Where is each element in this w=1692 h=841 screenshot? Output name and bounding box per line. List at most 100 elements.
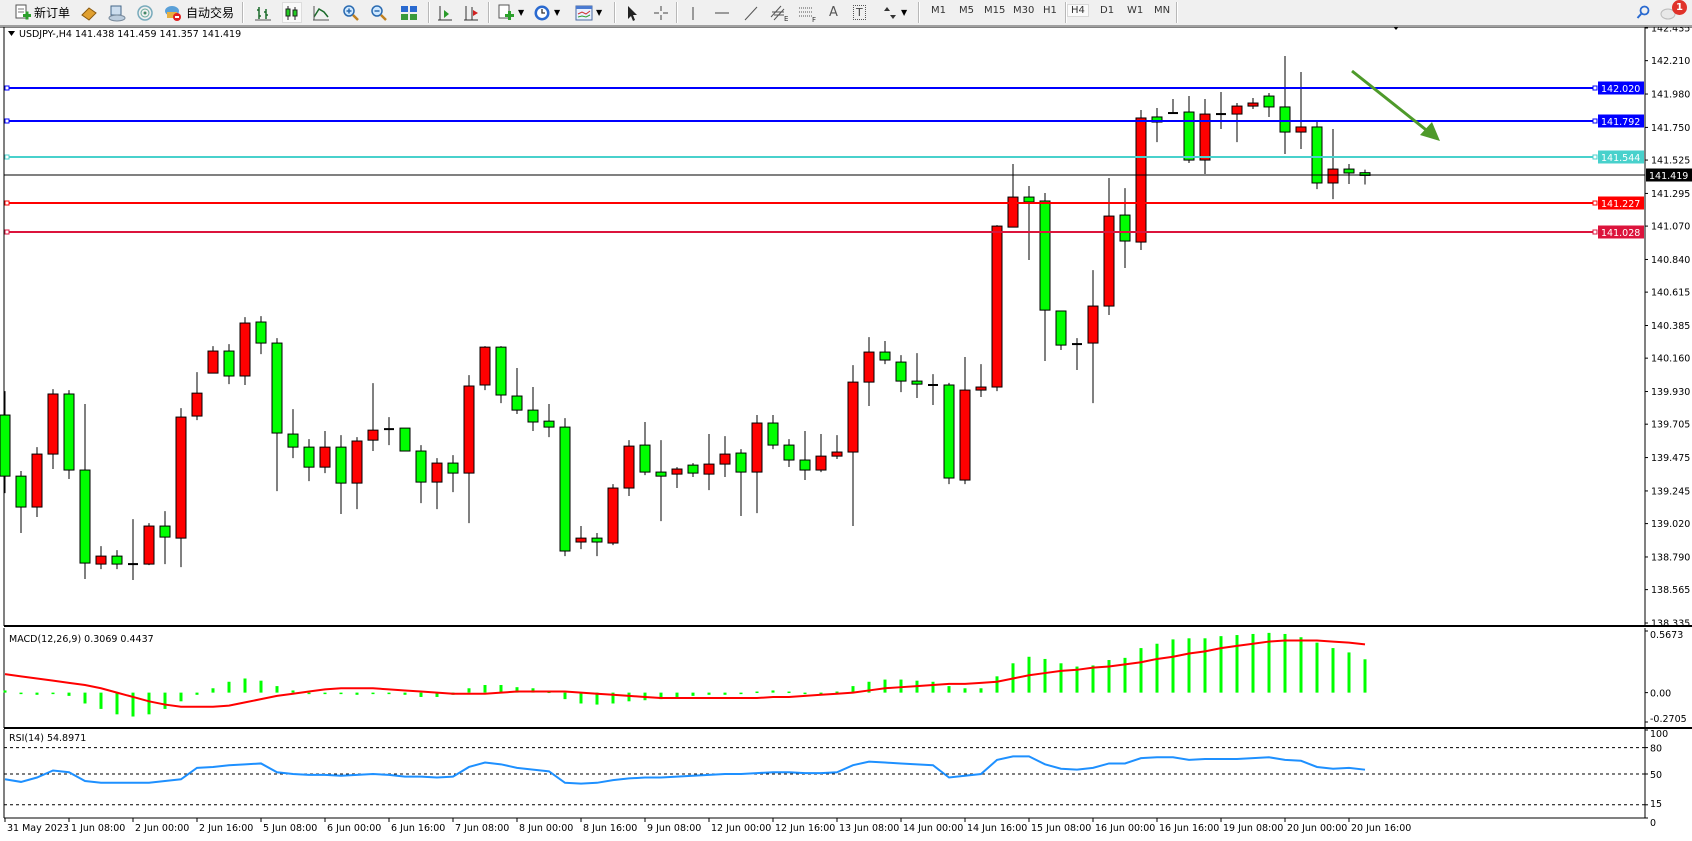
timeframe-m30[interactable]: M30 [1013, 5, 1035, 16]
trendline-button[interactable] [743, 3, 759, 22]
terminal-button[interactable] [108, 3, 126, 22]
channel-letter: E [784, 15, 788, 22]
line-handle[interactable] [4, 154, 10, 160]
time-label: 8 Jun 16:00 [583, 823, 637, 834]
line-handle[interactable] [1592, 200, 1598, 206]
price-tick-label: 141.525 [1651, 156, 1690, 167]
autoscroll-button[interactable] [462, 3, 480, 22]
notification-badge[interactable]: 1 [1672, 0, 1687, 15]
candle-body [1311, 126, 1323, 184]
macd-histogram-bar [1235, 635, 1239, 693]
macd-histogram-bar [1171, 639, 1175, 693]
crosshair-button[interactable] [652, 3, 670, 22]
chevron-down-icon[interactable]: ▼ [596, 8, 603, 17]
line-chart-button[interactable] [312, 3, 330, 22]
timeframe-h1[interactable]: H1 [1043, 5, 1057, 16]
horizontal-line-button[interactable] [714, 3, 730, 22]
zoom-in-button[interactable] [342, 3, 360, 22]
price-tick-label: 142.435 [1651, 24, 1690, 35]
timeframe-mn[interactable]: MN [1154, 5, 1171, 16]
templates-button[interactable]: ▼ [575, 3, 602, 22]
bar-chart-button[interactable] [254, 3, 272, 22]
history-button[interactable] [80, 3, 98, 22]
price-pane[interactable]: 142.435 142.210 141.980 141.750 141.525 141.2… [0, 24, 1692, 630]
line-handle[interactable] [1592, 229, 1598, 235]
trend-arrow-icon[interactable] [1351, 69, 1440, 141]
rsi-tick-label: 80 [1650, 744, 1662, 755]
line-handle[interactable] [1592, 85, 1598, 91]
arrows-button[interactable]: ▼ [882, 3, 907, 22]
candle [1295, 71, 1307, 150]
candle-body [559, 426, 571, 552]
candle [895, 355, 907, 393]
time-label: 12 Jun 00:00 [711, 823, 771, 834]
chevron-down-icon[interactable]: ▼ [901, 8, 908, 17]
chart-shift-button[interactable] [436, 3, 454, 22]
templates-icon [575, 5, 593, 20]
candle [639, 422, 651, 476]
chevron-down-icon[interactable]: ▼ [554, 8, 561, 17]
terminal-icon [108, 5, 126, 21]
line-handle[interactable] [4, 85, 10, 91]
auto-trading-label: 自动交易 [186, 6, 235, 20]
candle-body [95, 555, 107, 565]
timeframe-h4[interactable]: H4 [1067, 4, 1089, 17]
line-handle[interactable] [4, 229, 10, 235]
candle [255, 316, 267, 355]
chevron-down-icon[interactable]: ▼ [518, 8, 525, 17]
indicators-button[interactable]: ▼ [497, 3, 524, 22]
candle-body [1199, 113, 1211, 161]
macd-histogram-bar [515, 687, 519, 693]
macd-histogram-bar [1299, 637, 1303, 693]
text-button[interactable]: A [829, 3, 838, 22]
candle-body [303, 446, 315, 468]
candle-body [623, 445, 635, 489]
time-label: 8 Jun 00:00 [519, 823, 573, 834]
candle [991, 225, 1003, 392]
candle [511, 368, 523, 415]
line-handle[interactable] [4, 118, 10, 124]
periods-button[interactable]: ▼ [533, 3, 560, 22]
fibonacci-icon: F [799, 7, 816, 22]
line-handle[interactable] [4, 200, 10, 206]
timeframe-m5[interactable]: M5 [959, 5, 974, 16]
rsi-label: RSI(14) 54.8971 [9, 733, 86, 744]
candle [223, 344, 235, 385]
fibonacci-button[interactable]: F [798, 3, 818, 22]
equidistant-channel-button[interactable]: E [770, 3, 790, 22]
price-tick-label: 139.245 [1651, 486, 1690, 497]
signals-button[interactable] [136, 3, 154, 22]
line-handle[interactable] [1592, 118, 1598, 124]
vertical-line-button[interactable] [686, 3, 700, 22]
auto-trading-button[interactable]: 自动交易 [164, 3, 234, 22]
cursor-button[interactable] [624, 3, 640, 22]
timeframe-m15[interactable]: M15 [984, 5, 1006, 16]
timeframe-m1[interactable]: M1 [931, 5, 946, 16]
candle [1135, 109, 1147, 251]
zoom-out-button[interactable] [370, 3, 388, 22]
timeframe-w1[interactable]: W1 [1127, 5, 1144, 16]
new-order-button[interactable]: 新订单 [14, 3, 70, 22]
candle [607, 484, 619, 546]
candle [111, 550, 123, 570]
candlestick-button[interactable] [282, 2, 302, 23]
search-button[interactable] [1636, 3, 1650, 22]
rsi-pane[interactable]: RSI(14) 54.8971 100 80 50 15 0 [3, 729, 1668, 829]
arrows-icon [884, 6, 896, 19]
candle [543, 404, 555, 438]
tile-windows-button[interactable] [400, 3, 418, 22]
candle-body [463, 385, 475, 474]
candle [911, 353, 923, 399]
time-label: 16 Jun 00:00 [1095, 823, 1155, 834]
macd-pane[interactable]: MACD(12,26,9) 0.3069 0.4437 0.5673 0.00 -0.… [3, 628, 1692, 729]
text-label-button[interactable]: T [853, 3, 866, 22]
candle-body [255, 321, 267, 344]
candle [831, 435, 843, 460]
macd-histogram-bar [275, 686, 279, 693]
line-handle[interactable] [1592, 154, 1598, 160]
timeframe-d1[interactable]: D1 [1100, 5, 1115, 16]
candle [559, 418, 571, 557]
symbol-menu-triangle-icon[interactable] [8, 31, 15, 36]
price-tick-label: 138.335 [1651, 619, 1690, 630]
